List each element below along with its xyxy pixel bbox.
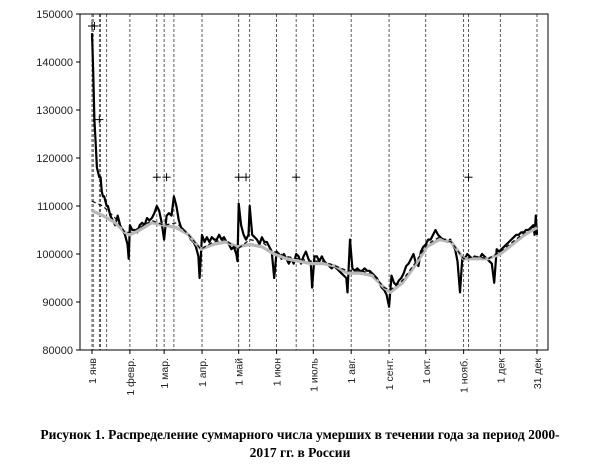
mortality-chart: 80000 90000 100000 110000 120000 130000 140000… [36, 9, 549, 396]
y-tick-label: 110000 [37, 201, 73, 213]
x-tick-label: 1 нояб. [459, 358, 471, 393]
plus-marker-5 [234, 173, 243, 182]
series-line-dashed-trend [91, 200, 538, 291]
y-axis: 80000 90000 100000 110000 120000 130000 140000… [36, 9, 80, 357]
series-line-gray-smooth [91, 209, 538, 294]
x-tick-label: 1 сент. [384, 358, 396, 390]
x-tick-label: 1 дек [495, 358, 507, 384]
reference-vlines [91, 14, 538, 350]
x-tick-label: 31 дек [532, 358, 544, 390]
x-tick-label: 1 февр. [125, 358, 137, 396]
y-tick-label: 140000 [36, 57, 73, 69]
y-tick-label: 130000 [36, 105, 73, 117]
x-tick-label: 1 авг. [346, 358, 358, 384]
x-tick-label: 1 июль [308, 357, 320, 391]
y-tick-label: 120000 [36, 153, 73, 165]
plus-marker-1 [90, 22, 99, 30]
y-tick-label: 90000 [42, 297, 73, 309]
x-tick-label: 1 май [234, 358, 246, 386]
plus-marker-7 [292, 173, 301, 182]
plus-marker-2 [95, 115, 104, 124]
plus-markers [88, 22, 473, 182]
x-tick-label: 1 окт. [421, 358, 433, 384]
y-tick-label: 100000 [36, 249, 73, 261]
series-group [90, 33, 539, 308]
x-tick-label: 1 янв [87, 358, 99, 384]
plot-frame [79, 13, 549, 351]
plus-marker-4 [162, 173, 171, 182]
plus-marker-3 [152, 173, 161, 182]
x-tick-label: 1 мар. [159, 358, 171, 389]
figure-caption-line-2: 2017 гг. в России [249, 445, 351, 460]
plus-marker-6 [242, 173, 251, 182]
x-tick-label: 1 июн [272, 358, 284, 386]
y-tick-label: 150000 [36, 9, 73, 21]
plus-marker-8 [464, 173, 473, 182]
figure-caption-line-1: Рисунок 1. Распределение суммарного числ… [40, 427, 560, 442]
y-tick-label: 80000 [42, 345, 73, 357]
x-axis: 1 янв 1 февр. 1 мар. 1 апр. 1 май 1 июн 1 июль… [87, 350, 544, 396]
series-line-black-thick [90, 33, 539, 308]
x-tick-label: 1 апр. [197, 358, 209, 387]
